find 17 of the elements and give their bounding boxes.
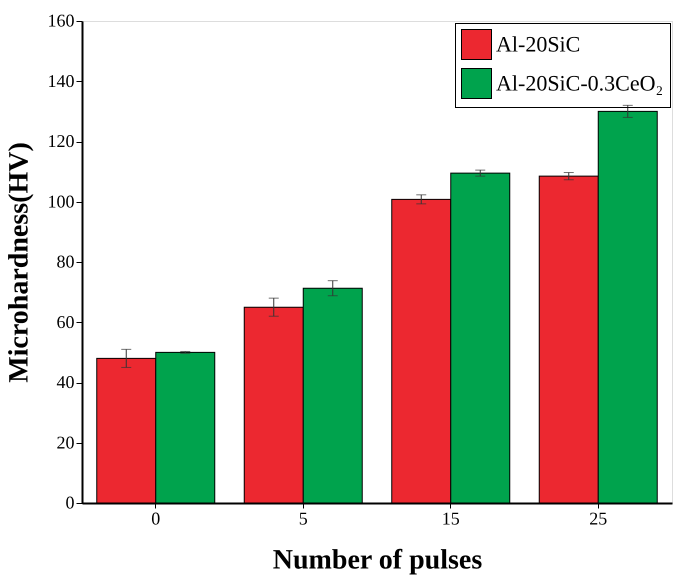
legend-label: Al-20SiC-0.3CeO₂	[496, 70, 664, 96]
legend-label: Al-20SiC	[496, 32, 580, 56]
y-tick-label: 140	[48, 70, 74, 91]
x-tick-label: 15	[442, 508, 460, 528]
y-tick-label: 20	[56, 432, 74, 452]
x-tick-label: 0	[151, 508, 160, 528]
y-tick-label: 120	[48, 131, 74, 151]
y-tick-label: 100	[48, 191, 74, 212]
x-axis-title: Number of pulses	[272, 544, 482, 576]
y-tick-label: 0	[66, 492, 74, 512]
x-tick-label: 5	[298, 508, 308, 528]
y-tick-label: 40	[56, 372, 74, 392]
y-tick-label: 80	[56, 252, 74, 272]
y-tick-label: 60	[56, 312, 74, 332]
x-tick-label: 25	[589, 508, 608, 528]
y-tick-label: 160	[48, 10, 74, 30]
y-axis-title: Microhardness(HV)	[4, 142, 34, 383]
